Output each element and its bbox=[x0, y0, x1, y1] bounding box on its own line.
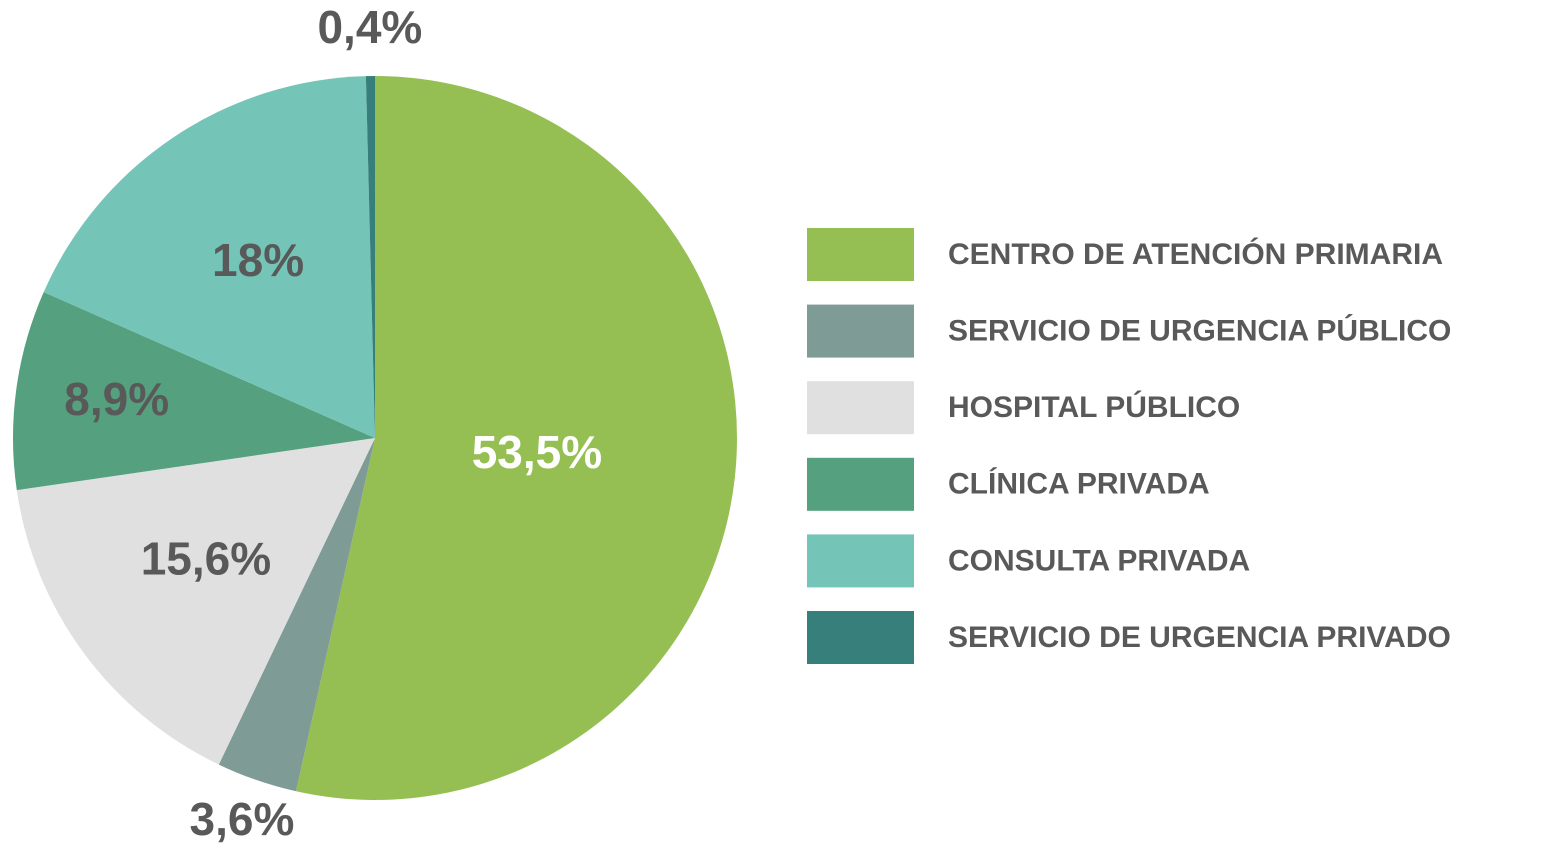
data-label: 0,4% bbox=[317, 1, 422, 53]
pie-slice bbox=[13, 292, 376, 491]
pie-slice bbox=[16, 438, 376, 765]
pie-slice bbox=[365, 76, 375, 438]
pie-slice bbox=[43, 76, 375, 439]
data-label: 53,5% bbox=[472, 426, 602, 478]
pie-slice bbox=[296, 76, 737, 800]
legend-swatch bbox=[807, 534, 914, 588]
legend-swatch bbox=[807, 611, 914, 664]
data-label: 3,6% bbox=[190, 793, 295, 845]
legend-label: HOSPITAL PÚBLICO bbox=[948, 390, 1240, 424]
legend-label: CONSULTA PRIVADA bbox=[948, 544, 1250, 577]
data-label: 8,9% bbox=[64, 373, 169, 425]
legend-swatch bbox=[807, 457, 914, 511]
legend-label: CLÍNICA PRIVADA bbox=[948, 467, 1210, 501]
legend-swatch bbox=[807, 304, 914, 358]
legend-swatch bbox=[807, 381, 914, 435]
legend-label: SERVICIO DE URGENCIA PÚBLICO bbox=[948, 314, 1451, 348]
data-label: 15,6% bbox=[141, 533, 271, 585]
legend-label: CENTRO DE ATENCIÓN PRIMARIA bbox=[948, 237, 1443, 271]
pie-slice bbox=[218, 438, 375, 792]
legend-label: SERVICIO DE URGENCIA PRIVADO bbox=[948, 621, 1451, 654]
legend-swatch bbox=[807, 228, 914, 281]
data-label: 18% bbox=[212, 234, 304, 286]
